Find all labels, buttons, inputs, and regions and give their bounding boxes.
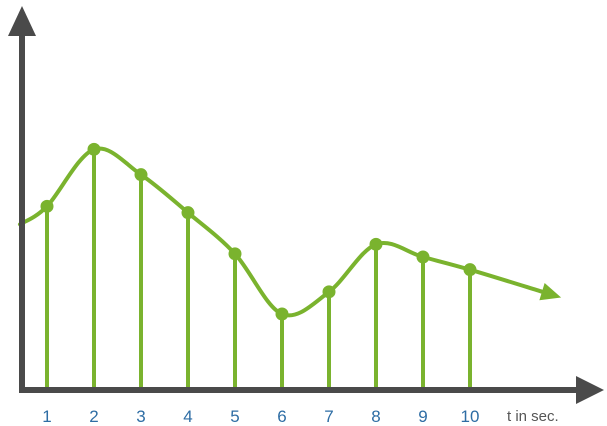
curve-arrow-head [539,283,562,301]
sample-points [40,142,477,321]
sample-point-6 [275,307,289,321]
x-tick-label-1: 1 [42,407,51,426]
x-tick-labels: 1 2 3 4 5 6 7 8 9 10 [42,407,479,426]
x-tick-label-10: 10 [461,407,480,426]
x-tick-label-7: 7 [324,407,333,426]
sample-point-4 [181,206,195,220]
x-axis-arrow-head [576,376,604,404]
sample-point-3 [134,168,148,182]
signal-curve [18,146,544,318]
sample-point-9 [416,250,430,264]
sample-point-7 [322,285,336,299]
sample-point-2 [87,142,101,156]
x-tick-label-9: 9 [418,407,427,426]
x-tick-label-8: 8 [371,407,380,426]
x-tick-label-6: 6 [277,407,286,426]
x-axis-label: t in sec. [507,408,559,425]
x-tick-label-3: 3 [136,407,145,426]
sample-point-1 [40,199,54,213]
x-tick-label-4: 4 [183,407,192,426]
sample-point-10 [463,263,477,277]
sample-point-5 [228,247,242,261]
x-tick-label-5: 5 [230,407,239,426]
x-tick-label-2: 2 [89,407,98,426]
y-axis-arrow-head [8,6,36,36]
sample-point-8 [369,237,383,251]
sample-stems [45,149,472,390]
